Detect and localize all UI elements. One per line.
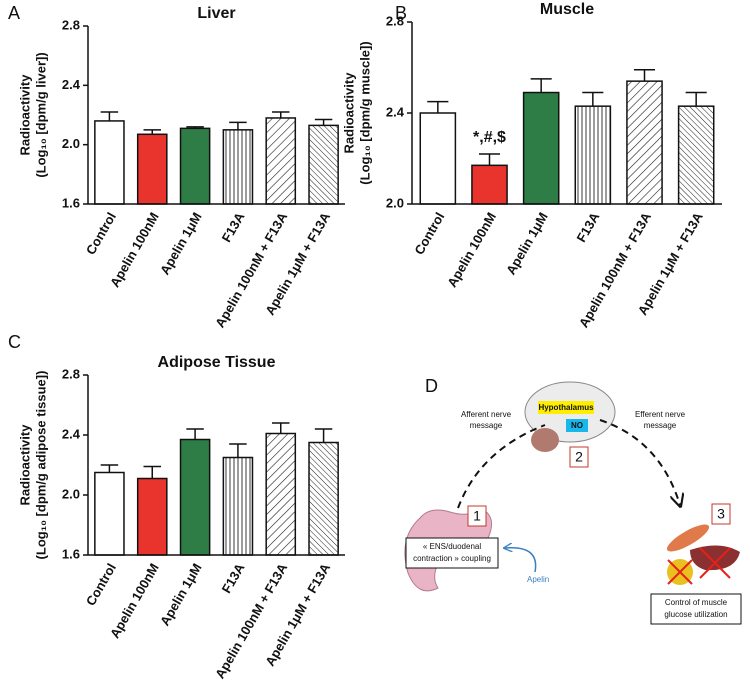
y-axis-label: (Log₁₀ [dpm/g muscle]) <box>357 41 372 184</box>
cross <box>667 547 731 585</box>
bar <box>626 80 663 205</box>
y-tick-label: 2.0 <box>62 486 80 501</box>
x-tick-label: F13A <box>219 209 248 245</box>
y-tick-label: 2.8 <box>62 366 80 381</box>
control-text: Control of muscle <box>665 598 728 607</box>
panel-label: A <box>8 3 20 23</box>
x-tick-label: Apelin 1μM <box>157 210 205 278</box>
bar <box>574 105 612 205</box>
step-number: 1 <box>473 508 481 524</box>
bar <box>94 471 125 556</box>
x-tick-label: F13A <box>219 560 248 596</box>
liver <box>690 545 740 571</box>
step-number: 2 <box>575 449 583 465</box>
y-tick-label: 1.6 <box>62 546 80 561</box>
y-tick-label: 2.4 <box>386 104 405 119</box>
coupling-box <box>405 537 499 569</box>
bar <box>265 432 297 556</box>
panel-label: D <box>425 376 438 396</box>
step-box <box>711 503 731 525</box>
efferent-arrow <box>599 419 680 505</box>
annotation: *,#,$ <box>473 129 506 146</box>
bar <box>136 133 168 205</box>
y-tick-label: 2.4 <box>62 77 81 92</box>
x-tick-label: Control <box>411 210 447 258</box>
coupling-text: « ENS/duodenal <box>423 542 481 551</box>
y-tick-label: 2.8 <box>386 13 404 28</box>
chart-title: Adipose Tissue <box>158 354 276 371</box>
muscle <box>666 524 710 552</box>
cerebellum <box>531 428 559 452</box>
chart-title: Muscle <box>540 1 594 18</box>
y-axis-label: Radioactivity <box>341 72 356 154</box>
bar <box>179 127 211 205</box>
bar <box>308 124 339 205</box>
bar <box>222 129 254 205</box>
y-axis-label: Radioactivity <box>17 74 32 156</box>
chart-title: Liver <box>197 5 235 22</box>
coupling-text: contraction » coupling <box>413 554 491 563</box>
x-tick-label: Apelin 100nM <box>444 210 499 290</box>
x-tick-label: Control <box>83 561 119 609</box>
x-tick-label: Control <box>83 210 119 258</box>
bar <box>265 117 297 205</box>
y-axis-label: Radioactivity <box>17 424 32 506</box>
bar <box>308 441 339 556</box>
x-tick-label: Apelin 1μM <box>157 561 205 629</box>
panel-label: B <box>395 3 407 23</box>
y-tick-label: 2.0 <box>386 195 404 210</box>
efferent-label: Efferent nerve <box>635 410 686 419</box>
bar <box>136 477 168 556</box>
afferent-label: Afferent nerve <box>461 410 512 419</box>
y-axis-label: (Log₁₀ [dpm/g adipose tissue]) <box>33 371 48 560</box>
afferent-arrow <box>457 424 546 509</box>
bar <box>522 91 560 205</box>
no-box <box>566 419 588 432</box>
step-box <box>467 505 487 527</box>
y-axis-label: (Log₁₀ [dpm/g liver]) <box>33 52 48 177</box>
bar <box>471 164 508 205</box>
bar <box>419 112 457 205</box>
bar <box>179 438 211 556</box>
y-tick-label: 2.0 <box>62 136 80 151</box>
afferent-label: message <box>470 421 503 430</box>
step-box <box>569 446 589 468</box>
apelin-label: Apelin <box>527 575 549 584</box>
no-label: NO <box>571 421 583 430</box>
y-tick-label: 2.4 <box>62 426 81 441</box>
apelin-arrow <box>505 548 537 573</box>
hypothalamus-box <box>538 401 594 414</box>
panel-label: C <box>8 332 21 352</box>
efferent-label: message <box>644 421 677 430</box>
bar <box>677 105 715 205</box>
control-text: glucose utilization <box>664 610 727 619</box>
diagram: D Hypothalamus NO 2 Afferent nerve messa… <box>404 376 742 625</box>
y-tick-label: 1.6 <box>62 195 80 210</box>
x-tick-label: Apelin 1μM <box>503 210 551 278</box>
step-number: 3 <box>717 506 725 522</box>
x-tick-label: F13A <box>574 209 603 245</box>
hypothalamus-label: Hypothalamus <box>538 403 594 412</box>
y-tick-label: 2.8 <box>62 17 80 32</box>
bar <box>222 456 254 556</box>
bar <box>94 120 125 205</box>
control-box <box>650 593 742 625</box>
